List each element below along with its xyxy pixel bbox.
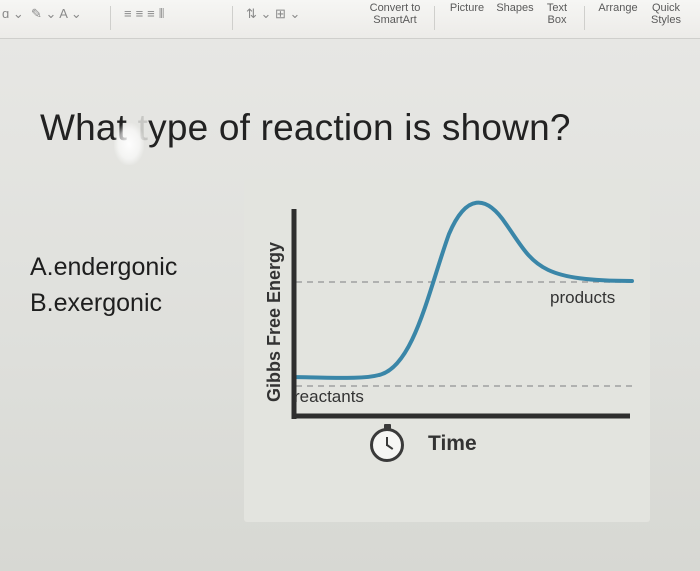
y-axis-label: Gibbs Free Energy: [264, 241, 284, 403]
option-a[interactable]: A.endergonic: [30, 253, 178, 281]
energy-diagram[interactable]: Gibbs Free Energy products reactants Tim…: [244, 179, 650, 522]
question-suffix: ype of reaction is shown?: [148, 107, 571, 148]
toolbar-divider: [584, 6, 585, 30]
option-b[interactable]: B.exergonic: [30, 289, 163, 317]
energy-diagram-svg: [291, 200, 634, 419]
question-prefix: What: [40, 107, 138, 148]
text-box-button[interactable]: Text Box: [546, 2, 568, 26]
shapes-button[interactable]: Shapes: [496, 2, 534, 14]
quick-styles-button[interactable]: Quick Styles: [651, 2, 681, 26]
ribbon-toolbar: ɑ ⌄ ✎ ⌄ A ⌄ ≡≡≡⦀ ⇅ ⌄ ⊞ ⌄ Convert to Smar…: [0, 0, 700, 39]
toolbar-divider: [434, 6, 435, 30]
x-axis-label: Time: [428, 432, 477, 455]
align-icons[interactable]: ≡≡≡⦀: [124, 6, 169, 21]
toolbar-divider: [232, 6, 233, 30]
arrange-button[interactable]: Arrange: [598, 2, 638, 14]
convert-to-smartart-button[interactable]: Convert to SmartArt: [369, 2, 421, 26]
toolbar-divider: [110, 6, 111, 30]
reaction-energy-curve: [292, 200, 634, 380]
reactants-label: reactants: [294, 387, 364, 406]
text-format-icons[interactable]: ɑ ⌄ ✎ ⌄ A ⌄: [2, 6, 82, 21]
text-direction-icon[interactable]: ⇅ ⌄ ⊞ ⌄: [246, 6, 301, 21]
stopwatch-icon: [370, 424, 404, 462]
answer-options[interactable]: A.endergonic B.exergonic: [30, 249, 177, 321]
picture-button[interactable]: Picture: [449, 2, 485, 14]
screen-glare: [114, 123, 144, 165]
products-label: products: [550, 288, 616, 307]
